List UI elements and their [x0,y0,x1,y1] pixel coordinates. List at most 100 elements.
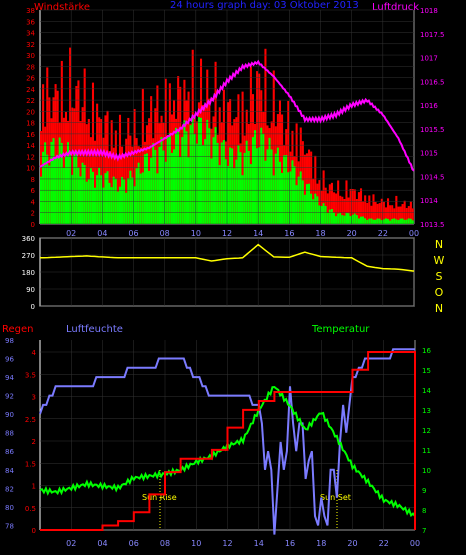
wind-bar [218,165,221,224]
wind-bar [297,176,300,224]
wind-bar [305,184,309,224]
rain-tick-label: 1 [32,483,36,491]
wind-bar [156,173,159,224]
humidity-label: Luftfeuchte [66,324,123,335]
wind-bar [314,193,317,224]
gust-bar [127,117,130,224]
wind-tick-label: 4 [31,198,36,206]
gust-bar [314,155,317,224]
wind-bar [326,212,329,224]
wind-tick-label: 24 [26,86,35,94]
humidity-tick-label: 82 [5,485,14,493]
humidity-tick-label: 98 [5,337,14,345]
wind-bar [112,176,115,224]
wind-bar [220,142,223,224]
sunset-label: Sun Set [320,493,351,502]
wind-bar [241,175,244,224]
gust-bar [256,71,259,224]
pressure-tick-label: 1016 [420,102,438,110]
wind-bar [293,166,296,224]
gust-bar [295,123,298,224]
wind-bar [79,176,82,224]
gust-bar [46,67,49,224]
humidity-tick-label: 84 [5,467,14,475]
humidity-tick-label: 92 [5,393,14,401]
wind-bar [89,168,92,224]
wind-bar [274,153,277,224]
wind-bar [283,155,286,224]
wind-bar [125,192,128,224]
wind-bar [308,183,311,224]
pressure-tick-label: 1016.5 [420,78,445,86]
gust-bar [287,100,290,224]
pressure-tick-label: 1018 [420,7,438,15]
wind-bar [245,140,248,224]
sunrise-label: Sun Rise [142,493,177,502]
wind-bar [335,216,338,224]
gust-bar [349,188,352,224]
gust-bar [83,68,86,225]
temperature-tick-label: 8 [422,507,426,515]
wind-bar [158,146,161,224]
wind-bar [287,172,290,224]
wind-tick-label: 8 [31,176,35,184]
wind-bar [48,165,51,224]
pressure-tick-label: 1013.5 [420,221,445,229]
gust-bar [372,194,375,224]
compass-label: W [434,254,445,267]
gust-bar [403,200,406,224]
wind-tick-label: 18 [26,120,35,128]
pressure-tick-label: 1014.5 [420,173,445,181]
wind-bar [316,196,319,224]
humidity-tick-label: 86 [5,448,14,456]
wind-bar [195,143,198,224]
wind-bar [170,152,173,224]
wind-bar [235,159,238,224]
wind-bar [212,137,215,224]
wind-bar [185,131,188,224]
pressure-tick-label: 1014 [420,197,438,205]
wind-bar [343,215,346,224]
wind-bar [349,216,352,224]
wind-bar [254,130,257,224]
gust-bar [393,208,396,224]
temperature-tick-label: 9 [422,487,426,495]
wind-bar [135,168,138,224]
humidity-tick-label: 88 [5,430,14,438]
wind-bar [127,178,130,224]
wind-bar [191,115,194,224]
x-tick-label: 22 [378,229,388,238]
gust-bar [370,205,373,224]
wind-bar [64,153,68,224]
direction-tick-label: 270 [22,252,35,260]
wind-bar [116,191,119,224]
gust-bar [345,180,348,224]
humidity-tick-label: 90 [5,411,14,419]
wind-axis-label: Windstärke [34,2,90,13]
compass-label: S [436,270,443,283]
gust-bar [100,118,103,224]
wind-bar [110,187,113,224]
wind-tick-label: 12 [26,153,35,161]
gust-bar [347,197,350,224]
gust-bar [380,198,383,224]
wind-bar [175,127,178,224]
wind-bar [141,172,144,224]
wind-bar [322,203,325,224]
wind-tick-label: 22 [26,97,35,105]
rain-tick-label: 4 [32,349,37,357]
x-tick-label: 02 [66,229,76,238]
gust-bar [407,206,410,224]
gust-bar [359,188,363,224]
wind-bar [395,219,398,224]
top-grid [40,9,415,225]
wind-bar [231,148,234,224]
wind-bar [162,150,165,224]
gust-bar [281,114,284,224]
temperature-tick-label: 10 [422,467,431,475]
wind-bar [100,175,103,224]
x-tick-label: 04 [97,229,107,238]
wind-bar [364,218,367,224]
wind-bar [104,173,107,224]
gust-bar [376,203,379,224]
